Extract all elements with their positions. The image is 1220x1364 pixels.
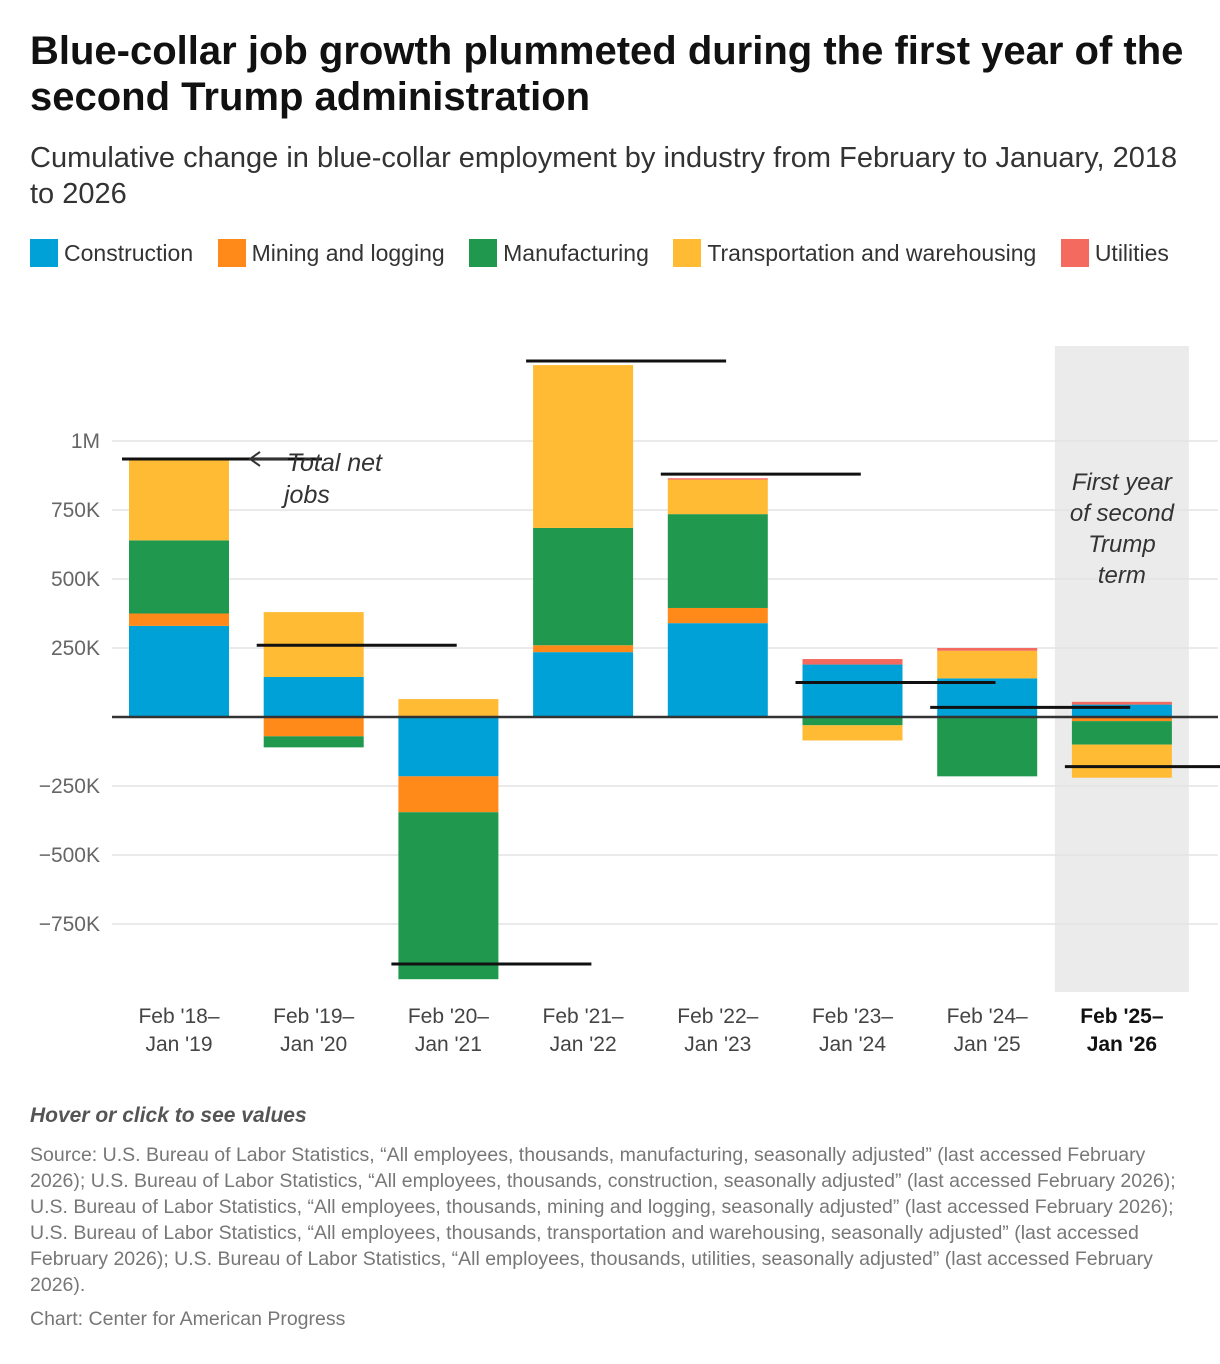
legend-label-mining-and-logging: Mining and logging — [251, 239, 445, 266]
y-tick-label: −750K — [39, 913, 100, 936]
bar-segment-construction — [129, 625, 229, 717]
x-category-label: Feb '25– Jan '26 — [1080, 1005, 1164, 1056]
x-category-label-line: Jan '22 — [550, 1033, 617, 1056]
x-category-label-line: Jan '20 — [280, 1033, 347, 1056]
legend-swatch-mining-and-logging — [217, 239, 246, 267]
x-category-label: Feb '18– Jan '19 — [138, 1005, 219, 1056]
x-category-label-line: Feb '23– — [812, 1005, 893, 1028]
chart-title: Blue-collar job growth plummeted during … — [30, 29, 1184, 119]
hover-note: Hover or click to see values — [30, 1104, 307, 1127]
y-tick-label: −500K — [39, 844, 100, 867]
annotation-line: jobs — [281, 481, 330, 509]
bar-segment-manufacturing — [802, 717, 903, 726]
bar-segment-manufacturing — [263, 736, 364, 748]
x-category-label: Feb '19– Jan '20 — [273, 1005, 354, 1056]
bar-segment-manufacturing — [937, 717, 1038, 777]
bar-segment-construction — [533, 652, 634, 717]
bar-segment-manufacturing — [1071, 721, 1172, 745]
highlight-annotation: First year of second Trump term — [1070, 469, 1175, 589]
legend-label-manufacturing: Manufacturing — [503, 239, 649, 266]
highlight-annotation-line: term — [1098, 562, 1146, 589]
x-category-label-line: Feb '19– — [273, 1005, 354, 1028]
bar-segment-transportation-and-warehousing — [937, 650, 1038, 679]
bar-segment-transportation-and-warehousing — [398, 699, 499, 717]
highlight-annotation-line: of second — [1070, 500, 1175, 527]
x-category-label-line: Feb '20– — [408, 1005, 489, 1028]
x-category-label-line: Jan '19 — [145, 1033, 212, 1056]
x-category-label-line: Feb '24– — [947, 1005, 1028, 1028]
legend-swatch-construction — [30, 239, 58, 267]
x-category-label-line: Feb '25– — [1080, 1005, 1164, 1028]
legend-swatch-utilities — [1060, 239, 1089, 267]
legend-swatch-transportation-and-warehousing — [673, 239, 702, 267]
chart-credit: Chart: Center for American Progress — [30, 1308, 346, 1330]
y-tick-label: 250K — [51, 637, 100, 660]
y-tick-label: 750K — [51, 499, 100, 522]
bar-segment-construction — [263, 676, 364, 717]
bar-segment-mining-and-logging — [398, 776, 499, 813]
bar-segment-mining-and-logging — [1071, 717, 1172, 722]
bar-segment-transportation-and-warehousing — [533, 365, 634, 528]
stacked-bar-chart: −750K −500K −250K 250K 500K 750K 1M Feb '18– Jan… — [39, 346, 1220, 1056]
x-category-label-line: Jan '26 — [1087, 1033, 1157, 1056]
bar-segment-mining-and-logging — [533, 645, 634, 653]
legend-item-mining-and-logging[interactable]: Mining and logging — [217, 235, 445, 271]
legend-label-construction: Construction — [64, 239, 194, 266]
x-category-label-line: Jan '23 — [684, 1033, 751, 1056]
bar-segment-mining-and-logging — [129, 613, 229, 626]
x-category-label-line: Feb '21– — [543, 1005, 624, 1028]
bar-segment-manufacturing — [667, 514, 768, 608]
x-category-label-line: Jan '25 — [954, 1033, 1021, 1056]
legend-item-transportation-and-warehousing[interactable]: Transportation and warehousing — [673, 235, 1036, 271]
bar-segment-manufacturing — [533, 527, 634, 646]
source-note: Source: U.S. Bureau of Labor Statistics,… — [30, 1144, 1176, 1296]
bar-segment-mining-and-logging — [263, 717, 364, 737]
legend-label-utilities: Utilities — [1094, 239, 1169, 266]
x-category-label: Feb '24– Jan '25 — [947, 1005, 1028, 1056]
x-category-label: Feb '20– Jan '21 — [408, 1005, 489, 1056]
legend-item-construction[interactable]: Construction — [30, 235, 193, 271]
x-category-label-line: Jan '24 — [819, 1033, 886, 1056]
x-category-label-line: Jan '21 — [415, 1033, 482, 1056]
legend-item-manufacturing[interactable]: Manufacturing — [469, 235, 649, 271]
bar-segment-transportation-and-warehousing — [667, 479, 768, 515]
bar-segment-transportation-and-warehousing — [1071, 744, 1172, 778]
bar-segment-construction — [802, 664, 903, 717]
bar-segment-mining-and-logging — [667, 607, 768, 624]
x-category-label: Feb '23– Jan '24 — [812, 1005, 893, 1056]
bar-segment-manufacturing — [398, 812, 499, 980]
bar-segment-utilities — [667, 478, 768, 480]
highlight-band — [1054, 346, 1189, 992]
chart-legend: Construction Mining and logging Manufact… — [30, 235, 1190, 272]
annotation-arrowhead — [248, 451, 261, 467]
bar-segment-transportation-and-warehousing — [802, 725, 903, 741]
chart-subtitle: Cumulative change in blue-collar employm… — [30, 142, 1178, 210]
total-net-jobs-annotation: Total net jobs — [281, 449, 383, 509]
bar-segment-construction — [667, 623, 768, 717]
bar-segment-manufacturing — [129, 540, 229, 614]
bar-segment-utilities — [1071, 701, 1172, 705]
highlight-annotation-line: Trump — [1088, 531, 1156, 558]
y-tick-label: 1M — [71, 430, 100, 453]
bar-segment-transportation-and-warehousing — [129, 460, 229, 541]
y-tick-label: −250K — [39, 775, 100, 798]
bar-segment-construction — [937, 678, 1038, 717]
bar-segment-construction — [398, 717, 499, 777]
annotation-line: Total net — [287, 449, 383, 477]
legend-label-transportation-and-warehousing: Transportation and warehousing — [707, 239, 1037, 266]
x-category-label: Feb '21– Jan '22 — [543, 1005, 624, 1056]
highlight-annotation-line: First year — [1072, 469, 1173, 496]
legend-swatch-manufacturing — [469, 239, 498, 267]
x-category-label-line: Feb '22– — [677, 1005, 758, 1028]
legend-item-utilities[interactable]: Utilities — [1060, 235, 1169, 271]
x-category-label: Feb '22– Jan '23 — [677, 1005, 758, 1056]
x-category-label-line: Feb '18– — [138, 1005, 219, 1028]
bar-segment-utilities — [802, 659, 903, 665]
y-tick-label: 500K — [51, 568, 100, 591]
bar-segment-utilities — [937, 648, 1038, 651]
